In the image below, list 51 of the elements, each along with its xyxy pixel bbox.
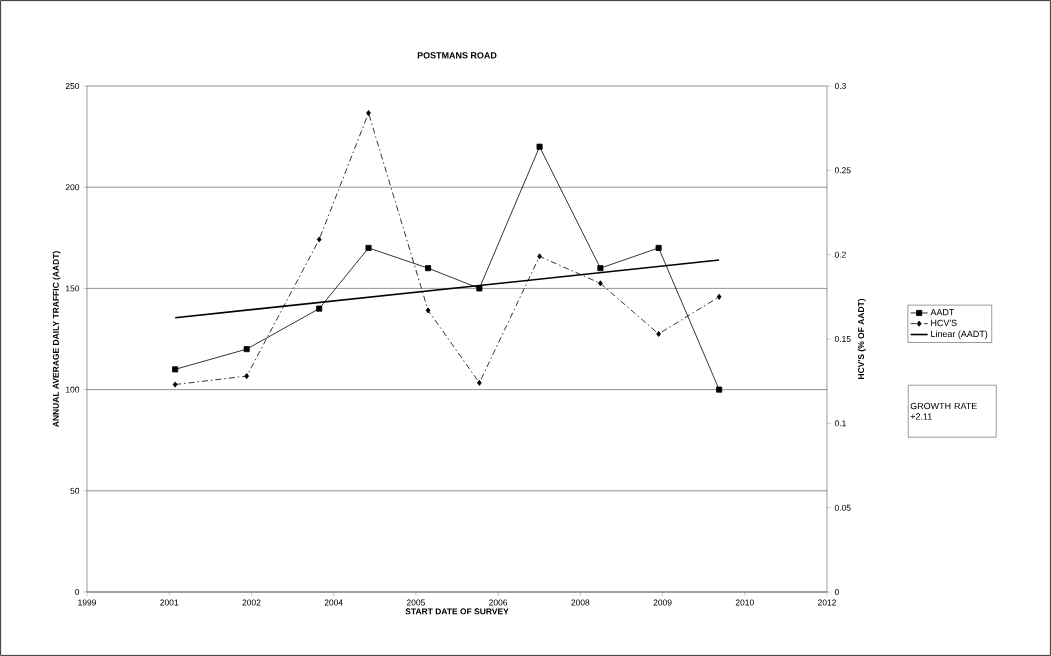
point bbox=[366, 109, 371, 116]
point bbox=[537, 253, 542, 260]
y2-axis-title: HCV'S (% OF AADT) bbox=[857, 298, 866, 379]
point bbox=[476, 285, 483, 292]
point bbox=[655, 244, 662, 251]
chart-title: POSTMANS ROAD bbox=[417, 52, 497, 59]
point bbox=[365, 244, 372, 251]
point bbox=[656, 330, 661, 337]
point bbox=[597, 265, 604, 272]
x-axis-title: START DATE OF SURVEY bbox=[405, 608, 509, 615]
y2-tick-label: 0.2 bbox=[834, 251, 846, 258]
y2-tick-label: 0.05 bbox=[834, 504, 851, 511]
point bbox=[243, 346, 250, 353]
legend-label: AADT bbox=[930, 309, 955, 316]
point bbox=[598, 280, 603, 287]
legend-label: HCV'S bbox=[931, 319, 957, 327]
y-axis-title: ANNUAL AVERAGE DAILY TRAFFIC (AADT) bbox=[52, 251, 61, 427]
x-tick-label: 2012 bbox=[818, 599, 836, 606]
y2-tick-label: 0 bbox=[834, 589, 839, 595]
point bbox=[172, 381, 178, 388]
x-tick-label: 2004 bbox=[324, 599, 343, 606]
legend-label: Linear (AADT) bbox=[931, 330, 988, 339]
point bbox=[316, 236, 322, 243]
x-tick-label: 2010 bbox=[735, 599, 754, 606]
point bbox=[316, 305, 323, 312]
x-tick-label: 2005 bbox=[406, 599, 425, 606]
x-tick-label: 2002 bbox=[242, 599, 261, 606]
text: GROWTH RATE +2.11 bbox=[910, 402, 977, 420]
point bbox=[244, 373, 250, 380]
y-tick-label: 250 bbox=[65, 83, 80, 89]
x-tick-label: 1999 bbox=[78, 599, 97, 606]
y2-tick-label: 0.15 bbox=[834, 336, 851, 342]
x-tick-label: 2008 bbox=[571, 599, 590, 606]
y2-tick-label: 0.3 bbox=[834, 83, 846, 89]
y2-tick-label: 0.25 bbox=[834, 167, 851, 174]
x-tick-label: 2009 bbox=[653, 599, 672, 606]
point bbox=[716, 293, 722, 300]
point bbox=[536, 143, 543, 150]
y2-tick-label: 0.1 bbox=[834, 420, 846, 427]
x-tick-label: 2001 bbox=[160, 599, 179, 606]
y-tick-label: 100 bbox=[66, 386, 80, 393]
point bbox=[716, 386, 723, 393]
point bbox=[425, 265, 432, 272]
y-tick-label: 0 bbox=[75, 589, 80, 595]
y-tick-label: 150 bbox=[66, 285, 80, 292]
point bbox=[425, 307, 431, 314]
point bbox=[172, 366, 179, 373]
x-tick-label: 2006 bbox=[489, 599, 508, 606]
y-tick-label: 200 bbox=[65, 184, 80, 191]
point bbox=[477, 379, 482, 386]
y-tick-label: 50 bbox=[70, 487, 80, 494]
